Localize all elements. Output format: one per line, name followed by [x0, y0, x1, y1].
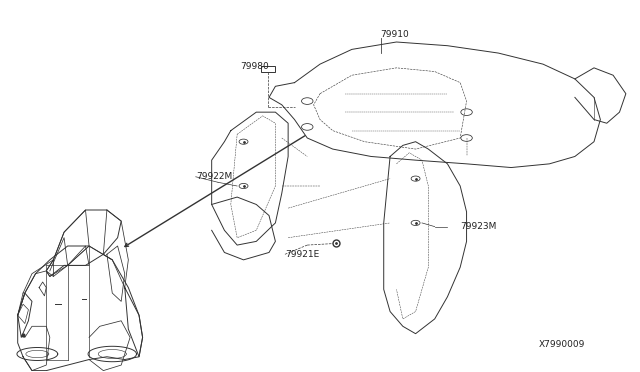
- Text: 79980: 79980: [241, 61, 269, 71]
- Text: 79910: 79910: [381, 30, 410, 39]
- Text: 79923M: 79923M: [460, 222, 497, 231]
- Text: X7990009: X7990009: [539, 340, 586, 349]
- Text: 79921E: 79921E: [285, 250, 319, 259]
- Text: 79922M: 79922M: [196, 172, 232, 181]
